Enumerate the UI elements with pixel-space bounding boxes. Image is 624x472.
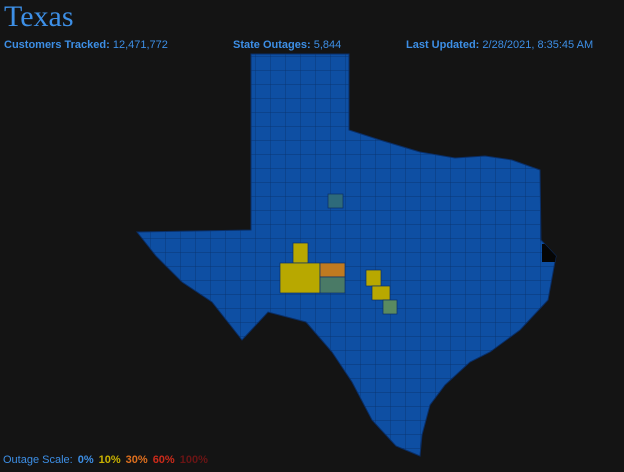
legend-item: 60% bbox=[152, 454, 175, 466]
stat-label: Last Updated: bbox=[406, 39, 480, 51]
legend-item: 0% bbox=[77, 454, 94, 466]
stat-value: 2/28/2021, 8:35:45 AM bbox=[482, 39, 594, 51]
stat-label: State Outages: bbox=[233, 39, 311, 51]
stat-label: Customers Tracked: bbox=[4, 39, 110, 51]
legend-title: Outage Scale: bbox=[3, 454, 73, 466]
stat-value: 5,844 bbox=[313, 39, 342, 51]
page-title: Texas bbox=[4, 0, 74, 33]
highlighted-counties bbox=[279, 193, 556, 315]
legend: Outage Scale: 0% 10% 30% 60% 100% bbox=[3, 454, 208, 466]
legend-item: 30% bbox=[125, 454, 148, 466]
stat-value: 12,471,772 bbox=[112, 39, 168, 51]
stat: State Outages: 5,844 bbox=[233, 39, 341, 51]
legend-item: 100% bbox=[179, 454, 208, 466]
legend-item: 10% bbox=[98, 454, 121, 466]
stat: Customers Tracked: 12,471,772 bbox=[4, 39, 168, 51]
stat: Last Updated: 2/28/2021, 8:35:45 AM bbox=[406, 39, 593, 51]
